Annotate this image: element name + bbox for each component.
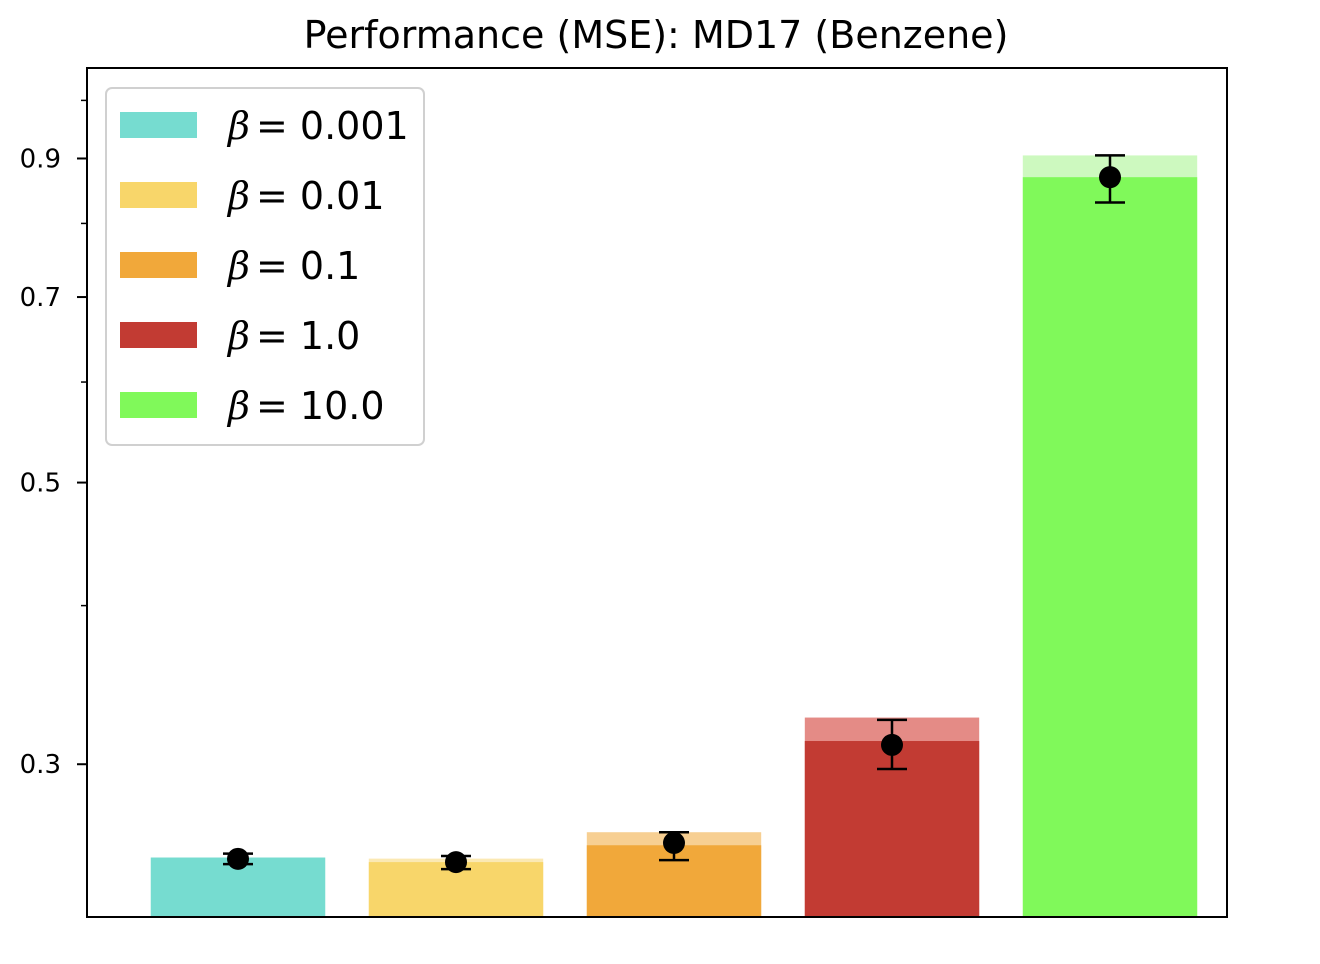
y-tick-label-1: 0.5: [20, 469, 61, 499]
legend-box: [105, 87, 425, 446]
y-axis: 0.3 0.5 0.7 0.9: [20, 99, 87, 780]
y-tick-label-2: 0.7: [20, 283, 61, 313]
mean-marker-2: [663, 831, 685, 854]
chart-title: Performance (MSE): MD17 (Benzene): [304, 13, 1009, 57]
legend-label-0: β = 0.001: [226, 104, 409, 148]
plot-frame: [86, 67, 1228, 918]
bars: [150, 155, 1198, 918]
y-tick-label-0: 0.3: [20, 750, 61, 780]
legend-swatch-0: [120, 112, 197, 138]
mean-marker-4: [1099, 166, 1121, 189]
legend-label-2: β = 0.1: [226, 244, 360, 288]
mean-marker-0: [227, 847, 249, 870]
y-tick-label-3: 0.9: [20, 144, 61, 174]
mean-marker-3: [881, 733, 903, 756]
bar-4: [1022, 177, 1198, 918]
error-bars: [223, 154, 1125, 874]
legend-swatch-1: [120, 182, 197, 208]
legend-label-4: β = 10.0: [226, 384, 385, 428]
bar-3: [804, 741, 980, 917]
legend-swatch-4: [120, 392, 197, 418]
legend-swatch-2: [120, 252, 197, 278]
legend-label-1: β = 0.01: [226, 174, 385, 218]
mean-marker-1: [445, 851, 467, 874]
legend-swatch-3: [120, 322, 197, 348]
legend: β = 0.001 β = 0.01 β = 0.1 β = 1.0 β = 10.0: [105, 87, 425, 446]
legend-label-3: β = 1.0: [226, 314, 360, 358]
